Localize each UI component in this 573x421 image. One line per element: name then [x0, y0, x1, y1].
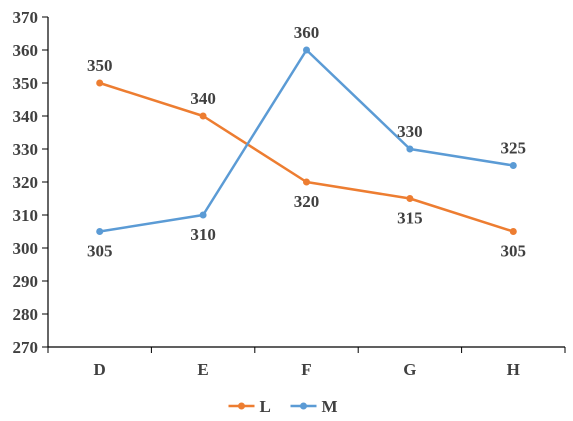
data-point-L	[303, 178, 310, 186]
data-point-L	[96, 79, 104, 87]
y-tick-label: 350	[13, 74, 39, 93]
y-axis: 270 280 290 300 310 320 330 340 350 360 370	[13, 8, 49, 357]
x-tick-label: F	[301, 360, 311, 379]
data-point-M	[509, 162, 517, 169]
data-labels: 350 340 320 315 305 305 310 360 330 325	[87, 23, 526, 261]
legend-marker-M	[300, 402, 307, 410]
data-point-M	[406, 145, 414, 153]
data-point-M	[96, 228, 104, 235]
y-tick-label: 300	[13, 239, 39, 258]
legend-label-M: M	[322, 397, 338, 416]
data-point-M	[303, 46, 310, 54]
data-point-L	[406, 195, 414, 202]
x-tick-label: D	[94, 360, 106, 379]
data-label-L: 305	[501, 242, 527, 261]
data-point-L	[509, 228, 517, 235]
y-tick-label: 290	[13, 272, 39, 291]
y-tick-label: 280	[13, 305, 39, 324]
x-axis: D E F G H	[47, 346, 566, 379]
series-layer	[96, 46, 517, 235]
legend-label-L: L	[260, 397, 271, 416]
data-label-L: 320	[294, 192, 320, 211]
data-point-M	[199, 211, 207, 219]
data-label-M: 310	[190, 225, 216, 244]
y-tick-label: 360	[13, 41, 39, 60]
data-label-L: 340	[190, 89, 216, 108]
data-label-L: 350	[87, 56, 113, 75]
y-tick-label: 270	[13, 338, 39, 357]
y-tick-label: 320	[13, 173, 39, 192]
data-label-L: 315	[397, 209, 423, 228]
data-label-M: 330	[397, 122, 423, 141]
y-tick-label: 310	[13, 206, 39, 225]
legend-marker-L	[238, 402, 245, 410]
y-tick-label: 340	[13, 107, 39, 126]
data-point-L	[199, 112, 207, 120]
data-label-M: 305	[87, 242, 113, 261]
y-tick-label: 370	[13, 8, 39, 27]
data-label-M: 360	[294, 23, 320, 42]
x-tick-label: E	[197, 360, 208, 379]
x-tick-label: G	[403, 360, 416, 379]
data-label-M: 325	[501, 139, 527, 158]
x-tick-label: H	[507, 360, 520, 379]
y-tick-label: 330	[13, 140, 39, 159]
